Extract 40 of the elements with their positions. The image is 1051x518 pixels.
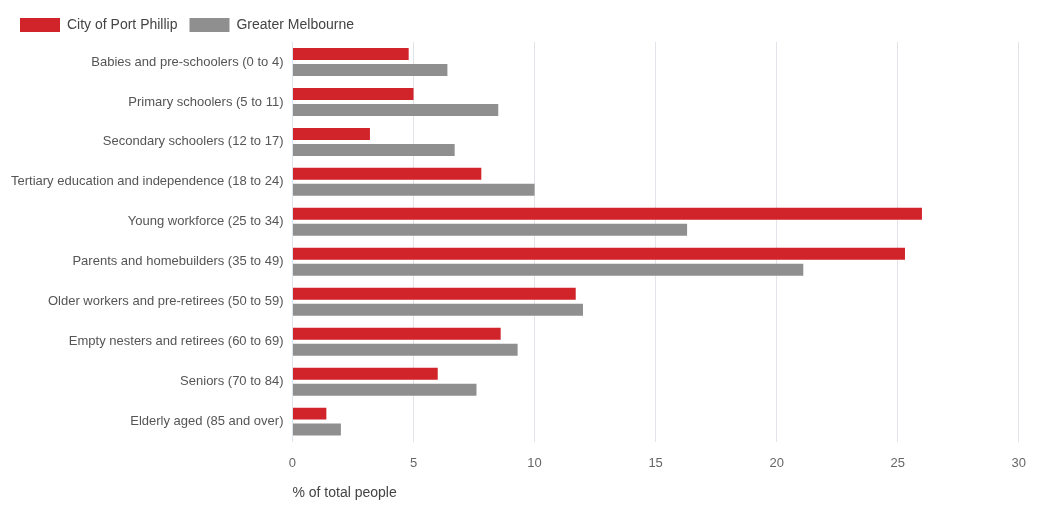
- y-tick-label: Empty nesters and retirees (60 to 69): [68, 333, 284, 349]
- x-tick-label: 20: [769, 454, 784, 470]
- bar: [292, 127, 370, 140]
- y-tick-label: Elderly aged (85 and over): [130, 413, 284, 429]
- y-tick-label: Young workforce (25 to 34): [127, 213, 284, 229]
- bar: [292, 103, 499, 116]
- y-tick-label: Seniors (70 to 84): [180, 373, 284, 389]
- x-axis-title: % of total people: [292, 484, 397, 501]
- y-tick-label: Babies and pre-schoolers (0 to 4): [91, 53, 284, 69]
- legend-label: Greater Melbourne: [236, 15, 355, 32]
- bar: [292, 207, 922, 220]
- bar: [292, 63, 448, 76]
- x-tick-label: 0: [288, 454, 297, 470]
- bar: [292, 87, 414, 100]
- bar: [292, 247, 905, 260]
- bar: [292, 47, 409, 60]
- legend-label: City of Port Phillip: [67, 15, 178, 32]
- bar: [292, 167, 482, 180]
- bar: [292, 223, 688, 236]
- x-tick-label: 30: [1011, 454, 1026, 470]
- bar: [292, 423, 341, 436]
- bar: [292, 287, 576, 300]
- x-tick-label: 15: [648, 454, 663, 470]
- bar: [292, 367, 438, 380]
- bar: [292, 327, 501, 340]
- bar: [292, 383, 477, 396]
- y-tick-label: Primary schoolers (5 to 11): [128, 93, 284, 109]
- x-tick-label: 25: [890, 454, 905, 470]
- y-tick-label: Tertiary education and independence (18 to 24): [11, 173, 284, 189]
- bar: [292, 263, 804, 276]
- bar: [292, 183, 535, 196]
- y-tick-label: Secondary schoolers (12 to 17): [102, 133, 284, 149]
- bar: [292, 303, 583, 316]
- bar: [292, 143, 455, 156]
- y-tick-label: Older workers and pre-retirees (50 to 59): [47, 293, 284, 309]
- x-tick-label: 10: [527, 454, 542, 470]
- bar: [292, 343, 518, 356]
- bar: [292, 407, 327, 420]
- x-tick-label: 5: [409, 454, 418, 470]
- y-tick-label: Parents and homebuilders (35 to 49): [72, 253, 284, 269]
